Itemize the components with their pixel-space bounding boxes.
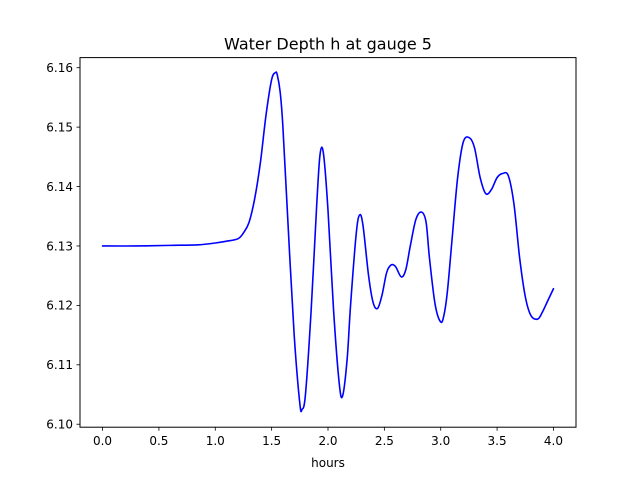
y-tick-label: 6.10 [46, 418, 73, 432]
x-axis: 0.0 0.5 1.0 1.5 2.0 2.5 3.0 3.5 4.0 [93, 427, 563, 448]
x-tick-label: 3.0 [431, 434, 450, 448]
x-tick-label: 0.5 [149, 434, 168, 448]
plot-area [79, 57, 577, 428]
water-depth-line [101, 71, 555, 413]
x-axis-label: hours [311, 456, 345, 470]
chart-title: Water Depth h at gauge 5 [224, 35, 432, 54]
y-tick-label: 6.13 [46, 239, 73, 253]
x-tick-label: 2.0 [318, 434, 337, 448]
y-tick-label: 6.14 [46, 180, 73, 194]
x-tick-label: 0.0 [93, 434, 112, 448]
y-tick-label: 6.16 [46, 61, 73, 75]
y-tick-label: 6.15 [46, 120, 73, 134]
y-tick-label: 6.12 [46, 299, 73, 313]
x-tick-label: 3.5 [488, 434, 507, 448]
x-tick-label: 1.5 [262, 434, 281, 448]
x-tick-label: 2.5 [375, 434, 394, 448]
y-tick-label: 6.11 [46, 358, 73, 372]
x-tick-label: 1.0 [206, 434, 225, 448]
y-axis: 6.10 6.11 6.12 6.13 6.14 6.15 6.16 [46, 61, 80, 432]
x-tick-label: 4.0 [544, 434, 563, 448]
